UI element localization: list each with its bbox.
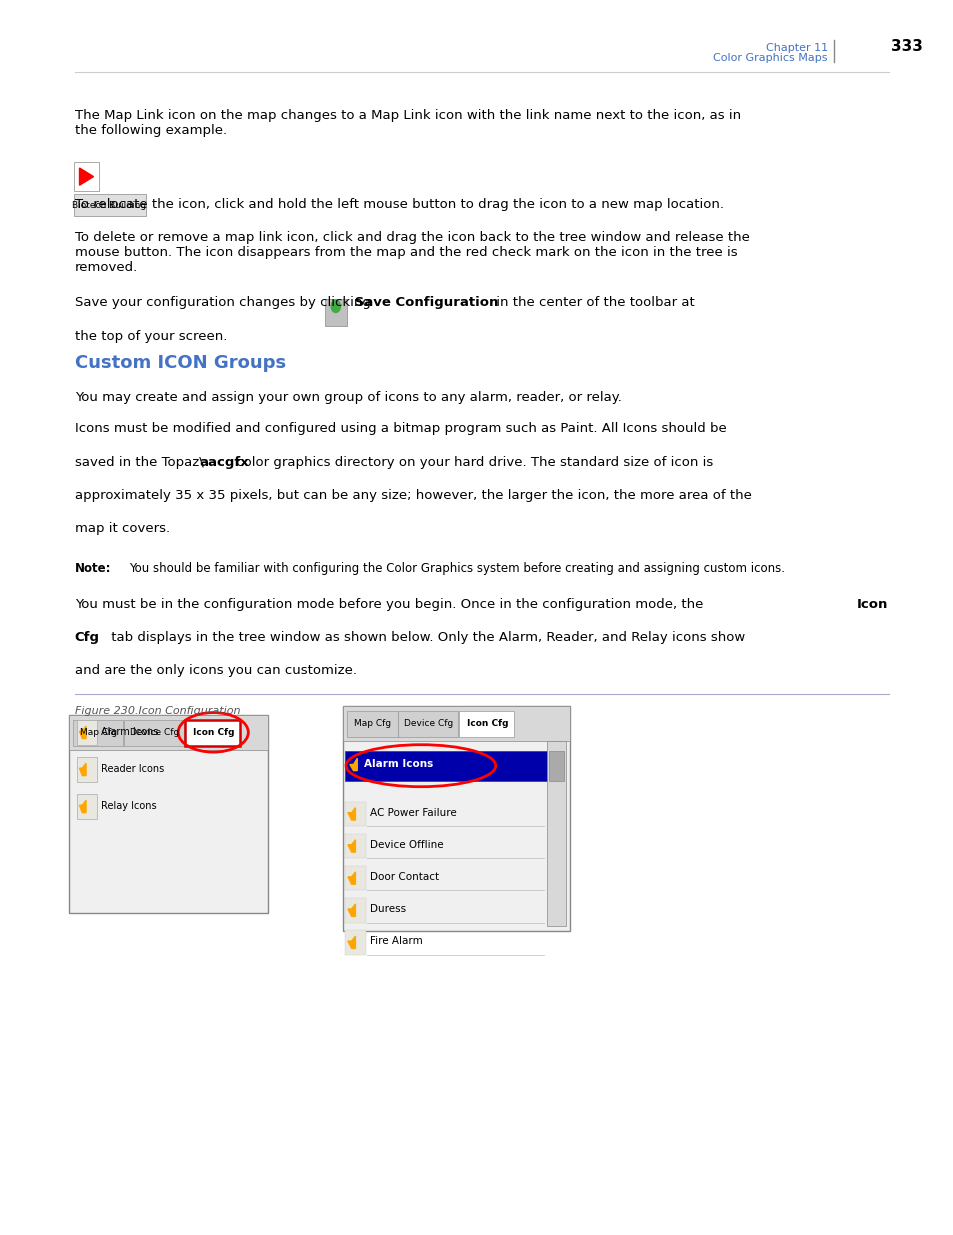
Polygon shape (348, 936, 355, 948)
FancyBboxPatch shape (549, 751, 563, 781)
Text: and are the only icons you can customize.: and are the only icons you can customize… (74, 664, 356, 678)
Polygon shape (350, 758, 357, 771)
Text: Biotech Building: Biotech Building (72, 200, 147, 210)
Text: Device Offline: Device Offline (370, 840, 443, 850)
Text: Save your configuration changes by clicking: Save your configuration changes by click… (74, 296, 375, 310)
Text: Reader Icons: Reader Icons (101, 764, 164, 774)
Text: To relocate the icon, click and hold the left mouse button to drag the icon to a: To relocate the icon, click and hold the… (74, 198, 723, 211)
Text: Door Contact: Door Contact (370, 872, 439, 882)
Text: You may create and assign your own group of icons to any alarm, reader, or relay: You may create and assign your own group… (74, 391, 621, 405)
FancyBboxPatch shape (345, 802, 365, 826)
Text: Icon Cfg: Icon Cfg (466, 719, 508, 729)
Text: Icon: Icon (856, 598, 887, 611)
Text: Note:: Note: (74, 562, 112, 576)
FancyBboxPatch shape (547, 741, 565, 926)
Text: saved in the Topaz\: saved in the Topaz\ (74, 456, 203, 469)
Text: Device Cfg: Device Cfg (404, 719, 453, 729)
FancyBboxPatch shape (124, 720, 184, 746)
FancyBboxPatch shape (345, 898, 365, 923)
FancyBboxPatch shape (70, 715, 267, 913)
Text: Custom ICON Groups: Custom ICON Groups (74, 354, 286, 373)
Circle shape (331, 300, 340, 312)
FancyBboxPatch shape (76, 794, 97, 819)
Polygon shape (79, 800, 86, 813)
FancyBboxPatch shape (72, 720, 123, 746)
Text: Chapter 11: Chapter 11 (765, 43, 827, 53)
FancyBboxPatch shape (73, 162, 99, 191)
Text: Icons must be modified and configured using a bitmap program such as Paint. All : Icons must be modified and configured us… (74, 422, 726, 436)
Text: tab displays in the tree window as shown below. Only the Alarm, Reader, and Rela: tab displays in the tree window as shown… (107, 631, 744, 645)
Text: To delete or remove a map link icon, click and drag the icon back to the tree wi: To delete or remove a map link icon, cli… (74, 231, 749, 274)
Polygon shape (348, 872, 355, 884)
FancyBboxPatch shape (345, 751, 548, 781)
Text: Save Configuration: Save Configuration (350, 296, 497, 310)
Text: You should be familiar with configuring the Color Graphics system before creatin: You should be familiar with configuring … (129, 562, 784, 576)
FancyBboxPatch shape (345, 930, 365, 955)
Polygon shape (348, 904, 355, 916)
Text: AC Power Failure: AC Power Failure (370, 808, 456, 818)
Text: Map Cfg: Map Cfg (354, 719, 391, 729)
Text: Relay Icons: Relay Icons (101, 802, 156, 811)
Text: You must be in the configuration mode before you begin. Once in the configuratio: You must be in the configuration mode be… (74, 598, 707, 611)
Polygon shape (79, 168, 93, 185)
FancyBboxPatch shape (70, 715, 267, 750)
Polygon shape (348, 808, 355, 820)
FancyBboxPatch shape (398, 711, 457, 737)
FancyBboxPatch shape (347, 711, 397, 737)
FancyBboxPatch shape (343, 706, 569, 741)
Text: Figure 230.Icon Configuration: Figure 230.Icon Configuration (74, 706, 240, 716)
Text: Cfg: Cfg (74, 631, 100, 645)
FancyBboxPatch shape (76, 720, 97, 745)
Text: color graphics directory on your hard drive. The standard size of icon is: color graphics directory on your hard dr… (232, 456, 713, 469)
Text: 333: 333 (890, 40, 923, 54)
Text: approximately 35 x 35 pixels, but can be any size; however, the larger the icon,: approximately 35 x 35 pixels, but can be… (74, 489, 751, 503)
FancyBboxPatch shape (76, 757, 97, 782)
Polygon shape (79, 763, 86, 776)
Text: Icon Cfg: Icon Cfg (193, 727, 233, 737)
FancyBboxPatch shape (345, 834, 365, 858)
Text: Device Cfg: Device Cfg (130, 727, 179, 737)
Text: Alarm Icons: Alarm Icons (363, 760, 433, 769)
FancyBboxPatch shape (458, 711, 514, 737)
Polygon shape (348, 840, 355, 852)
Text: the top of your screen.: the top of your screen. (74, 330, 227, 343)
Text: Map Cfg: Map Cfg (80, 727, 117, 737)
Text: aacgfx: aacgfx (199, 456, 249, 469)
Text: in the center of the toolbar at: in the center of the toolbar at (492, 296, 694, 310)
Text: Duress: Duress (370, 904, 406, 914)
FancyBboxPatch shape (185, 720, 240, 746)
FancyBboxPatch shape (324, 299, 347, 326)
FancyBboxPatch shape (343, 706, 569, 931)
FancyBboxPatch shape (345, 866, 365, 890)
Polygon shape (79, 726, 86, 739)
Text: Fire Alarm: Fire Alarm (370, 936, 423, 946)
Text: map it covers.: map it covers. (74, 522, 170, 536)
Text: Color Graphics Maps: Color Graphics Maps (713, 53, 827, 63)
Text: Alarm Icons: Alarm Icons (101, 727, 158, 737)
FancyBboxPatch shape (73, 194, 146, 216)
Text: The Map Link icon on the map changes to a Map Link icon with the link name next : The Map Link icon on the map changes to … (74, 109, 740, 137)
